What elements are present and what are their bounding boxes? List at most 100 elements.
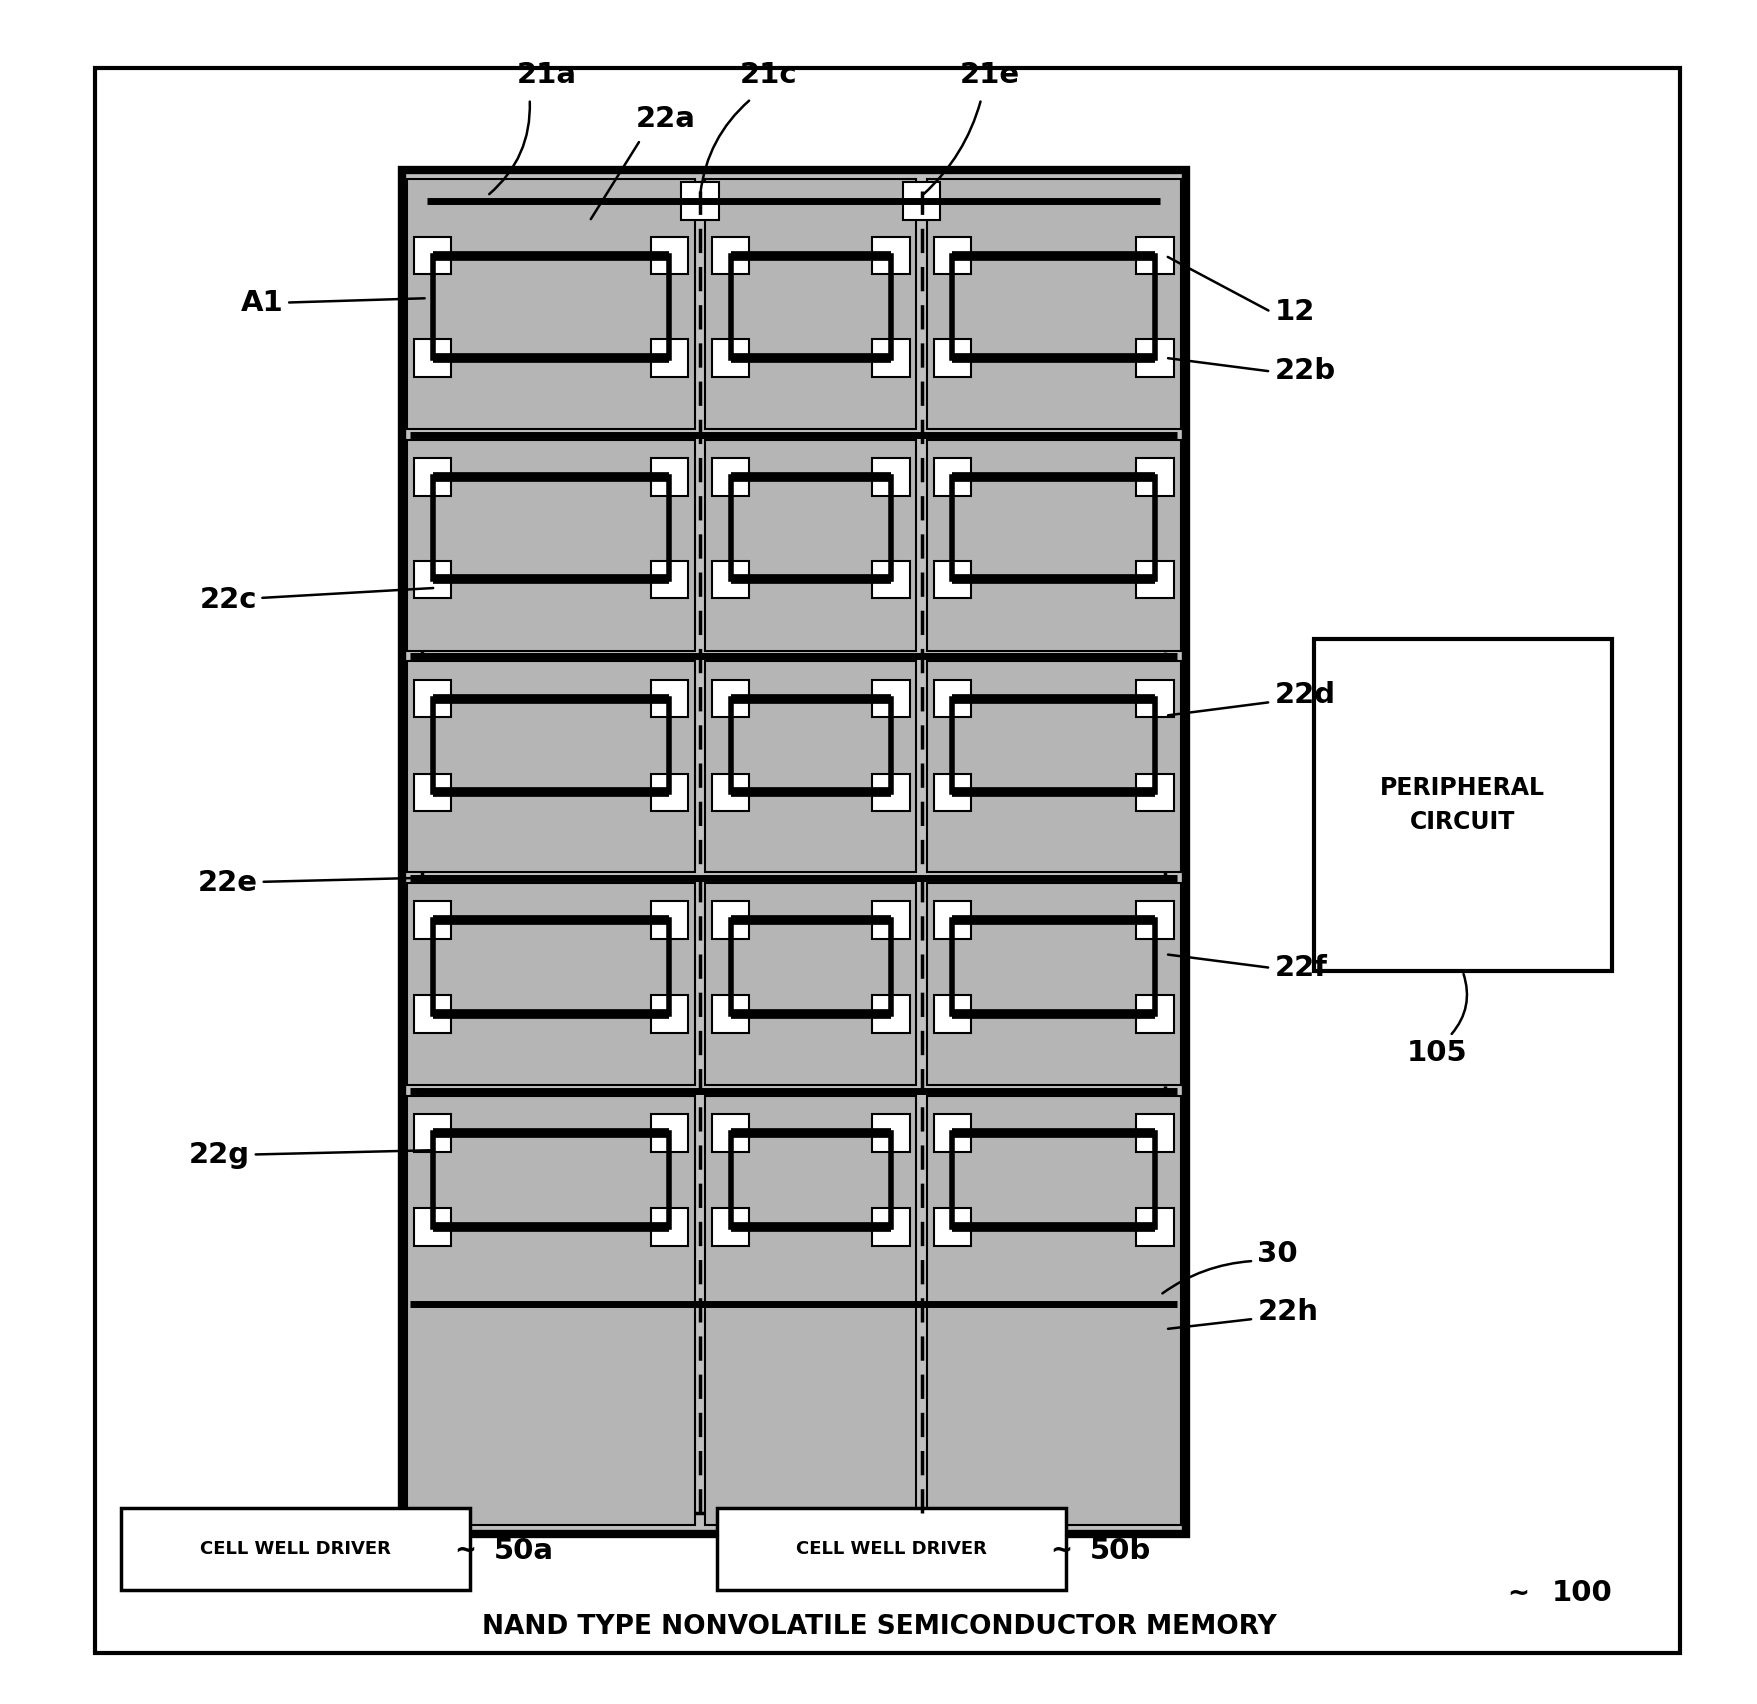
FancyBboxPatch shape (1135, 237, 1174, 274)
Text: 21e: 21e (959, 61, 1019, 89)
Text: 21c: 21c (740, 61, 796, 89)
FancyBboxPatch shape (933, 680, 970, 717)
Text: CELL WELL DRIVER: CELL WELL DRIVER (796, 1540, 987, 1557)
FancyBboxPatch shape (650, 1208, 687, 1246)
FancyBboxPatch shape (712, 995, 748, 1033)
FancyBboxPatch shape (413, 680, 452, 717)
FancyBboxPatch shape (871, 237, 908, 274)
Text: ~: ~ (1049, 1537, 1072, 1564)
Text: 105: 105 (1406, 1039, 1467, 1067)
FancyBboxPatch shape (1135, 561, 1174, 598)
Text: 22c: 22c (199, 586, 432, 613)
FancyBboxPatch shape (871, 774, 908, 811)
FancyBboxPatch shape (933, 901, 970, 939)
FancyBboxPatch shape (712, 680, 748, 717)
FancyBboxPatch shape (650, 339, 687, 377)
Text: 22g: 22g (190, 1142, 429, 1169)
FancyBboxPatch shape (408, 179, 694, 429)
Text: 100: 100 (1551, 1580, 1611, 1607)
FancyBboxPatch shape (650, 901, 687, 939)
FancyBboxPatch shape (408, 440, 694, 651)
FancyBboxPatch shape (413, 1208, 452, 1246)
FancyBboxPatch shape (413, 237, 452, 274)
FancyBboxPatch shape (121, 1508, 469, 1590)
FancyBboxPatch shape (705, 661, 915, 872)
FancyBboxPatch shape (933, 774, 970, 811)
FancyBboxPatch shape (871, 339, 908, 377)
FancyBboxPatch shape (871, 680, 908, 717)
FancyBboxPatch shape (933, 1208, 970, 1246)
Text: 22e: 22e (199, 869, 429, 896)
FancyBboxPatch shape (1135, 339, 1174, 377)
FancyBboxPatch shape (712, 901, 748, 939)
FancyBboxPatch shape (871, 901, 908, 939)
FancyBboxPatch shape (408, 1096, 694, 1525)
FancyBboxPatch shape (705, 883, 915, 1085)
FancyBboxPatch shape (926, 661, 1181, 872)
FancyBboxPatch shape (413, 561, 452, 598)
FancyBboxPatch shape (926, 1096, 1181, 1525)
Text: CELL WELL DRIVER: CELL WELL DRIVER (200, 1540, 390, 1557)
FancyBboxPatch shape (650, 458, 687, 496)
FancyBboxPatch shape (682, 182, 719, 220)
Text: 22a: 22a (636, 106, 696, 133)
FancyBboxPatch shape (705, 1096, 915, 1525)
Text: 50b: 50b (1089, 1537, 1151, 1564)
Text: NAND TYPE NONVOLATILE SEMICONDUCTOR MEMORY: NAND TYPE NONVOLATILE SEMICONDUCTOR MEMO… (481, 1614, 1276, 1641)
FancyBboxPatch shape (705, 179, 915, 429)
FancyBboxPatch shape (650, 1114, 687, 1152)
FancyBboxPatch shape (650, 774, 687, 811)
FancyBboxPatch shape (712, 774, 748, 811)
FancyBboxPatch shape (413, 339, 452, 377)
FancyBboxPatch shape (712, 1208, 748, 1246)
FancyBboxPatch shape (871, 1208, 908, 1246)
FancyBboxPatch shape (413, 1114, 452, 1152)
Text: A1: A1 (241, 290, 425, 317)
Text: 12: 12 (1274, 298, 1314, 325)
Text: 22d: 22d (1274, 682, 1335, 709)
Text: ~: ~ (453, 1537, 476, 1564)
FancyBboxPatch shape (712, 458, 748, 496)
FancyBboxPatch shape (871, 458, 908, 496)
FancyBboxPatch shape (712, 339, 748, 377)
Text: 50a: 50a (494, 1537, 553, 1564)
FancyBboxPatch shape (408, 661, 694, 872)
FancyBboxPatch shape (933, 339, 970, 377)
FancyBboxPatch shape (926, 440, 1181, 651)
Text: ~: ~ (1506, 1580, 1529, 1607)
FancyBboxPatch shape (926, 179, 1181, 429)
FancyBboxPatch shape (413, 774, 452, 811)
FancyBboxPatch shape (650, 237, 687, 274)
Text: PERIPHERAL
CIRCUIT: PERIPHERAL CIRCUIT (1379, 777, 1544, 833)
FancyBboxPatch shape (650, 995, 687, 1033)
Text: 22b: 22b (1274, 358, 1335, 385)
FancyBboxPatch shape (1135, 680, 1174, 717)
FancyBboxPatch shape (712, 237, 748, 274)
FancyBboxPatch shape (95, 68, 1680, 1653)
FancyBboxPatch shape (933, 561, 970, 598)
FancyBboxPatch shape (903, 182, 940, 220)
FancyBboxPatch shape (705, 440, 915, 651)
Text: 22f: 22f (1274, 954, 1327, 982)
FancyBboxPatch shape (926, 883, 1181, 1085)
FancyBboxPatch shape (1135, 995, 1174, 1033)
FancyBboxPatch shape (871, 995, 908, 1033)
FancyBboxPatch shape (1135, 458, 1174, 496)
FancyBboxPatch shape (413, 901, 452, 939)
FancyBboxPatch shape (1312, 639, 1611, 971)
FancyBboxPatch shape (933, 237, 970, 274)
FancyBboxPatch shape (413, 995, 452, 1033)
FancyBboxPatch shape (933, 1114, 970, 1152)
FancyBboxPatch shape (712, 1114, 748, 1152)
FancyBboxPatch shape (871, 1114, 908, 1152)
FancyBboxPatch shape (933, 995, 970, 1033)
FancyBboxPatch shape (413, 458, 452, 496)
FancyBboxPatch shape (1135, 774, 1174, 811)
Text: 30: 30 (1256, 1241, 1297, 1268)
FancyBboxPatch shape (717, 1508, 1066, 1590)
FancyBboxPatch shape (1135, 1114, 1174, 1152)
FancyBboxPatch shape (933, 458, 970, 496)
FancyBboxPatch shape (650, 561, 687, 598)
Text: 22h: 22h (1256, 1298, 1318, 1326)
FancyBboxPatch shape (1135, 1208, 1174, 1246)
